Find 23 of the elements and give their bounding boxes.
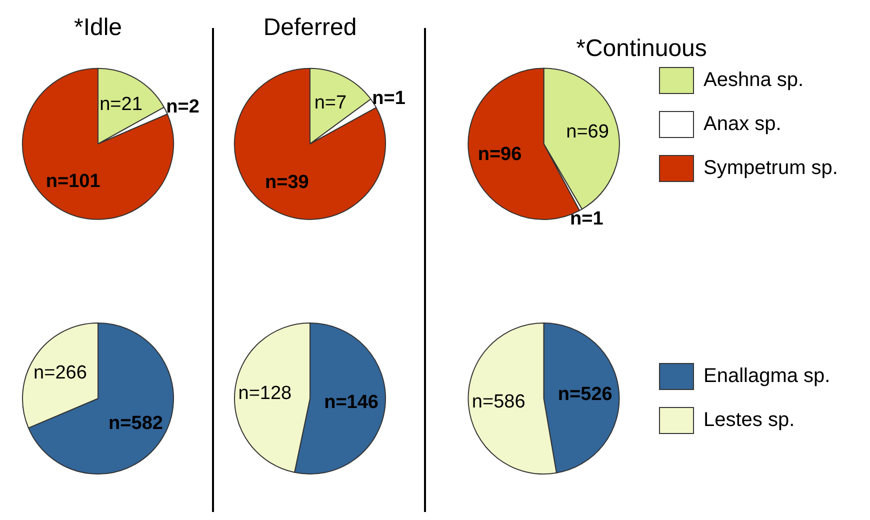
data-label: n=39 [264,172,309,194]
data-label: n=586 [472,392,526,413]
chart-title: Deferred [263,14,357,42]
data-label: n=526 [558,384,612,406]
data-label: n=266 [34,362,87,384]
data-label: n=1 [372,88,406,110]
data-label: n=96 [478,144,522,166]
data-label: n=582 [108,412,163,434]
legend-label: Lestes sp. [704,409,795,432]
data-label: n=21 [100,94,142,116]
data-label: n=101 [46,170,101,192]
data-label: n=2 [166,96,200,118]
data-label: n=1 [570,208,604,230]
chart-title: *Idle [74,14,122,42]
data-label: n=146 [324,392,379,414]
data-label: n=128 [238,383,292,404]
legend-label: Sympetrum sp. [704,157,838,180]
legend-label: Enallagma sp. [704,365,830,388]
data-label: n=69 [566,121,609,142]
data-label: n=7 [314,92,347,114]
legend-label: Anax sp. [704,113,782,136]
chart-title: *Continuous [576,35,707,62]
legend-label: Aeshna sp. [704,69,804,92]
